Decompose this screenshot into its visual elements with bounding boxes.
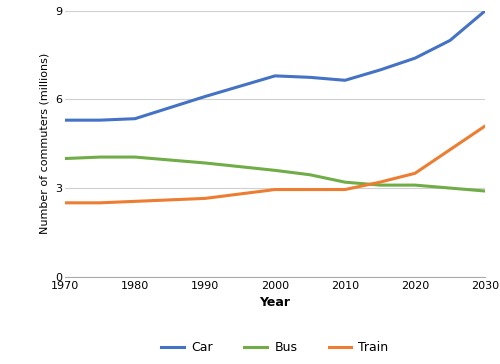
- Train: [97, 201, 103, 205]
- Car: [97, 118, 103, 122]
- Train: [377, 180, 383, 184]
- Bus: [272, 168, 278, 173]
- Bus: [482, 189, 488, 193]
- Train: [62, 201, 68, 205]
- Train: [132, 199, 138, 203]
- Bus: [342, 180, 348, 184]
- Y-axis label: Number of commuters (millions): Number of commuters (millions): [40, 53, 50, 234]
- Car: [412, 56, 418, 60]
- Car: [482, 9, 488, 13]
- Train: [272, 187, 278, 192]
- Train: [342, 187, 348, 192]
- Car: [447, 38, 453, 43]
- Car: [202, 94, 208, 99]
- Bus: [412, 183, 418, 187]
- Car: [377, 68, 383, 72]
- Car: [342, 78, 348, 83]
- Legend: Car, Bus, Train: Car, Bus, Train: [162, 341, 388, 354]
- Bus: [447, 186, 453, 190]
- Train: [412, 171, 418, 175]
- Train: [202, 196, 208, 201]
- Line: Train: Train: [65, 126, 485, 203]
- Bus: [132, 155, 138, 159]
- Bus: [62, 157, 68, 161]
- Line: Bus: Bus: [65, 157, 485, 191]
- Train: [307, 187, 313, 192]
- Bus: [97, 155, 103, 159]
- Train: [447, 147, 453, 152]
- Car: [272, 74, 278, 78]
- X-axis label: Year: Year: [260, 296, 290, 309]
- Car: [132, 116, 138, 121]
- Line: Car: Car: [65, 11, 485, 120]
- Train: [482, 124, 488, 128]
- Bus: [202, 161, 208, 165]
- Car: [307, 75, 313, 80]
- Bus: [307, 173, 313, 177]
- Bus: [377, 183, 383, 187]
- Car: [62, 118, 68, 122]
